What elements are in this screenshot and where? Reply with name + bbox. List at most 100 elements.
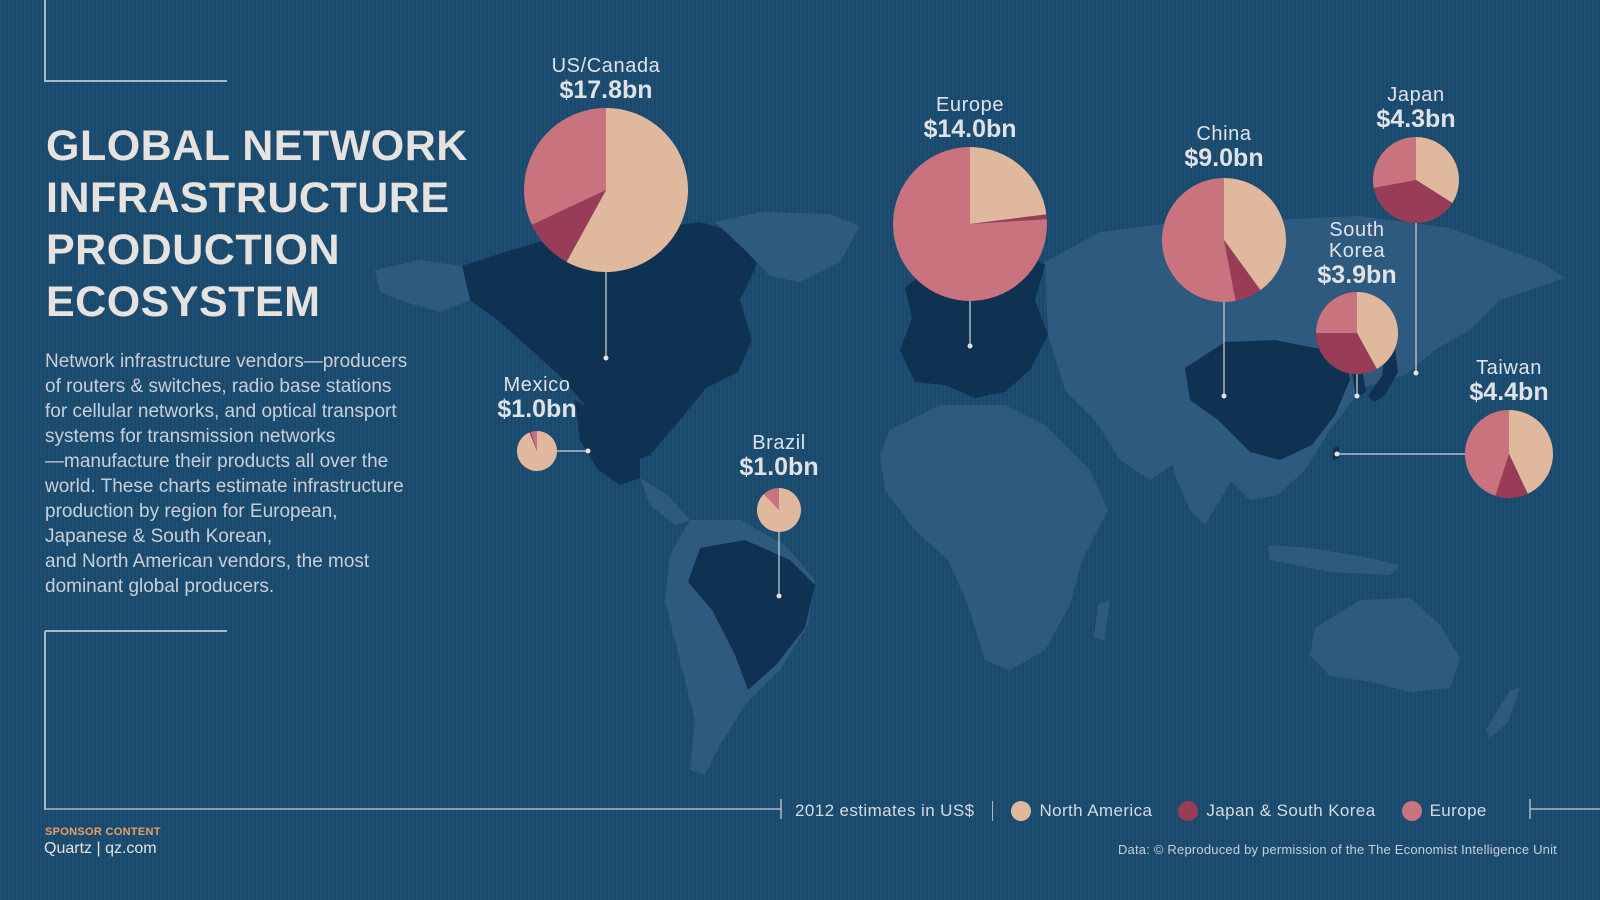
description-line: —manufacture their products all over the [45,451,389,472]
region-name-us-canada: US/Canada [552,55,661,77]
description-line: for cellular networks, and optical trans… [45,401,397,422]
pie-slice-taiwan-north-america [1509,410,1553,494]
region-name-europe: Europe [936,94,1004,116]
leader-dot-china [1221,393,1227,399]
leader-dot-taiwan [1334,451,1340,457]
map-africa [880,405,1108,670]
description-line: and North American vendors, the most [45,551,370,572]
region-name-taiwan: Taiwan [1476,357,1542,379]
legend-label: North America [1039,801,1153,820]
pie-slice-brazil-north-america [756,488,801,532]
leader-dot-brazil [776,593,782,599]
leader-dot-south-korea [1354,393,1360,399]
pie-slice-south-korea-japan-south-korea [1316,333,1377,375]
brand-link[interactable]: Quartz | qz.com [44,840,157,857]
leader-dot-us-canada [603,355,609,361]
pie-slice-us-canada-europe [523,108,606,225]
pie-charts: US/Canada$17.8bn Europe$14.0bn China$9.0bn… [497,55,1553,532]
region-name-south-korea: Korea [1329,240,1386,262]
frame-lines [44,0,1600,819]
map-japan [1368,348,1398,402]
legend-swatch [1401,801,1422,821]
legend-note: 2012 estimates in US$ [795,801,975,820]
legend-item-europe: Europe [1401,801,1487,821]
map-brazil [688,540,815,690]
legend-label: Europe [1429,801,1487,820]
legend-item-japan-korea: Japan & South Korea [1178,801,1375,821]
pie-slice-japan-japan-south-korea [1373,180,1453,224]
legend: 2012 estimates in US$ North America Japa… [795,796,1513,826]
region-value-europe: $14.0bn [923,115,1016,143]
pie-slice-china-north-america [1224,178,1286,291]
pie-slice-japan-north-america [1416,137,1460,204]
pie-slice-taiwan-europe [1464,410,1509,496]
region-value-japan: $4.3bn [1376,105,1455,133]
pie-mexico: Mexico$1.0bn [497,374,577,471]
legend-swatch [1178,801,1199,821]
region-value-china: $9.0bn [1184,144,1263,172]
pie-slice-taiwan-japan-south-korea [1495,454,1528,499]
title-line: PRODUCTION [46,226,341,274]
region-value-mexico: $1.0bn [497,395,576,423]
region-name-japan: Japan [1387,84,1445,106]
region-value-taiwan: $4.4bn [1469,378,1548,406]
map-greenland [715,212,860,282]
pie-slice-mexico-japan-south-korea [529,431,537,451]
map-australia [1310,598,1460,692]
pie-japan: Japan$4.3bn [1372,84,1460,224]
description-line: dominant global producers. [45,576,275,597]
pie-slice-mexico-europe [530,431,537,451]
legend-label: Japan & South Korea [1206,801,1376,820]
pie-slice-us-canada-north-america [566,108,688,272]
pie-slice-us-canada-japan-south-korea [531,190,606,262]
leader-dot-mexico [585,448,591,454]
legend-divider [992,801,994,821]
pie-slice-brazil-europe [763,488,779,510]
title-line: ECOSYSTEM [46,278,321,326]
title-line: GLOBAL NETWORK [46,122,468,170]
pie-slice-china-japan-south-korea [1224,240,1261,301]
sponsor-label: SPONSOR CONTENT [45,826,161,838]
map-new-zealand [1486,688,1520,738]
map-mexico [575,400,640,485]
pie-brazil: Brazil$1.0bn [739,432,819,532]
description-line: systems for transmission networks [45,426,336,447]
region-name-china: China [1196,123,1252,145]
map-madagascar [1094,600,1110,640]
map-china [1185,340,1350,460]
pie-slice-mexico-north-america [516,431,557,471]
description: Network infrastructure vendors—producers… [45,349,465,599]
pie-slice-europe-north-america [970,147,1047,224]
map-north-america [462,222,760,465]
map-india [1170,440,1232,525]
pie-slice-china-europe [1161,178,1236,302]
pie-us-canada: US/Canada$17.8bn [523,55,688,272]
pie-europe: Europe$14.0bn [893,94,1048,302]
region-name-mexico: Mexico [504,374,571,396]
leader-dot-japan [1413,370,1419,376]
legend-swatch [1011,801,1032,821]
data-credit: Data: © Reproduced by permission of the … [1117,842,1557,857]
description-line: world. These charts estimate infrastruct… [45,476,404,497]
pie-slice-south-korea-europe [1316,292,1357,333]
pie-taiwan: Taiwan$4.4bn [1464,357,1553,499]
world-map [375,212,1565,775]
leader-dot-europe [967,343,973,349]
leader-lines [557,223,1465,599]
pie-slice-japan-europe [1372,137,1416,189]
region-value-brazil: $1.0bn [739,453,818,481]
region-name-brazil: Brazil [752,432,806,454]
pie-slice-europe-japan-south-korea [970,214,1047,224]
map-korea [1352,368,1366,398]
region-value-south-korea: $3.9bn [1317,261,1396,289]
title-line: INFRASTRUCTURE [46,174,450,222]
region-value-us-canada: $17.8bn [559,76,652,104]
page-title: GLOBAL NETWORK INFRASTRUCTURE PRODUCTION… [46,120,468,328]
map-alaska [375,260,470,312]
map-indonesia [1268,545,1400,575]
description-line: of routers & switches, radio base statio… [45,376,392,397]
pie-china: China$9.0bn [1161,123,1286,302]
pie-slice-europe-europe [893,147,1048,302]
legend-item-north-america: North America [1011,801,1152,821]
